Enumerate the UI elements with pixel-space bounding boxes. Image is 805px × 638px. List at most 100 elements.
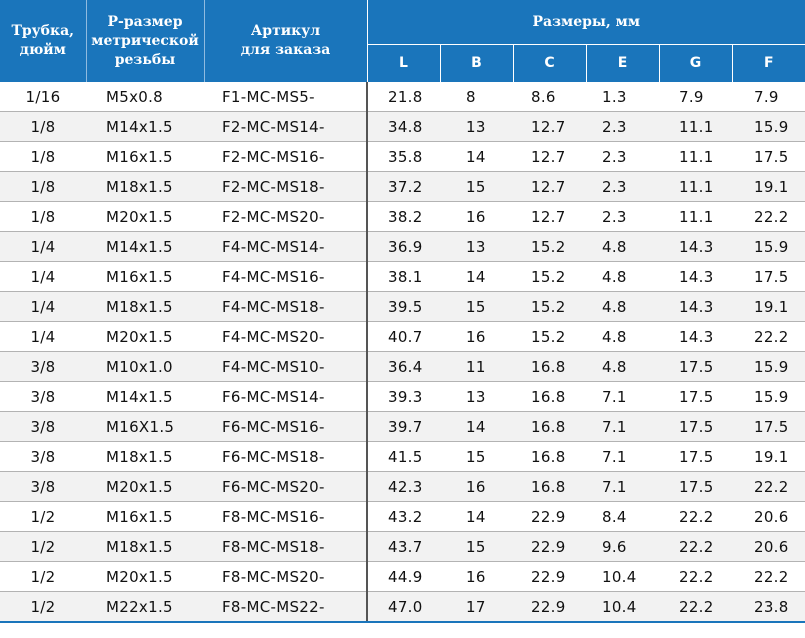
table-row: 1/8 M14x1.5 F2-MC-MS14- 34.8 13 12.7 2.3 11.1 15… xyxy=(0,111,805,142)
cell-dim-f: 19.1 xyxy=(732,171,805,202)
cell-dim-c: 22.9 xyxy=(513,501,586,532)
cell-dim-e: 4.8 xyxy=(586,231,659,262)
cell-dim-f: 17.5 xyxy=(732,141,805,172)
cell-dim-b: 8 xyxy=(440,82,513,112)
cell-dim-e: 1.3 xyxy=(586,82,659,112)
cell-thread: M16x1.5 xyxy=(86,141,204,172)
cell-dim-c: 16.8 xyxy=(513,411,586,442)
cell-dim-l: 35.8 xyxy=(366,141,440,172)
cell-thread: M14x1.5 xyxy=(86,111,204,142)
cell-dim-g: 14.3 xyxy=(659,321,732,352)
table-row: 3/8 M20x1.5 F6-MC-MS20- 42.3 16 16.8 7.1 17.5 22… xyxy=(0,471,805,502)
table-row: 1/2 M20x1.5 F8-MC-MS20- 44.9 16 22.9 10.4 22.2 2… xyxy=(0,561,805,592)
cell-dim-b: 14 xyxy=(440,141,513,172)
cell-article: F6-MC-MS16- xyxy=(204,411,367,442)
cell-dim-g: 14.3 xyxy=(659,261,732,292)
cell-tube: 1/4 xyxy=(0,231,86,262)
cell-dim-b: 16 xyxy=(440,321,513,352)
cell-dim-b: 13 xyxy=(440,111,513,142)
table-row: 1/8 M18x1.5 F2-MC-MS18- 37.2 15 12.7 2.3 11.1 19… xyxy=(0,171,805,202)
cell-dim-g: 7.9 xyxy=(659,82,732,112)
header-tube-line: дюйм xyxy=(19,42,66,58)
cell-thread: M22x1.5 xyxy=(86,591,204,623)
cell-dim-l: 43.2 xyxy=(366,501,440,532)
cell-dim-f: 20.6 xyxy=(732,501,805,532)
cell-dim-g: 22.2 xyxy=(659,531,732,562)
cell-dim-l: 41.5 xyxy=(366,441,440,472)
header-article: Артикул для заказа xyxy=(204,0,368,82)
header-dim-e: E xyxy=(586,44,660,82)
cell-dim-e: 10.4 xyxy=(586,561,659,592)
table-row: 1/4 M20x1.5 F4-MC-MS20- 40.7 16 15.2 4.8 14.3 22… xyxy=(0,321,805,352)
cell-dim-b: 16 xyxy=(440,471,513,502)
cell-dim-e: 8.4 xyxy=(586,501,659,532)
cell-dim-g: 11.1 xyxy=(659,111,732,142)
cell-dim-c: 15.2 xyxy=(513,231,586,262)
cell-dim-g: 22.2 xyxy=(659,591,732,623)
cell-dim-c: 22.9 xyxy=(513,561,586,592)
cell-dim-b: 15 xyxy=(440,441,513,472)
header-thread-line: метрической xyxy=(91,32,199,49)
cell-thread: M5x0.8 xyxy=(86,82,204,112)
cell-dim-g: 14.3 xyxy=(659,231,732,262)
cell-dim-l: 34.8 xyxy=(366,111,440,142)
cell-dim-f: 17.5 xyxy=(732,411,805,442)
cell-dim-b: 16 xyxy=(440,201,513,232)
header-thread: Р-размер метрической резьбы xyxy=(86,0,205,82)
cell-thread: M20x1.5 xyxy=(86,471,204,502)
header-dim-g: G xyxy=(659,44,733,82)
cell-dim-f: 7.9 xyxy=(732,82,805,112)
cell-thread: M10x1.0 xyxy=(86,351,204,382)
cell-dim-c: 15.2 xyxy=(513,321,586,352)
cell-dim-l: 39.7 xyxy=(366,411,440,442)
cell-dim-g: 11.1 xyxy=(659,201,732,232)
cell-dim-g: 11.1 xyxy=(659,141,732,172)
cell-article: F2-MC-MS20- xyxy=(204,201,367,232)
table-row: 3/8 M16X1.5 F6-MC-MS16- 39.7 14 16.8 7.1 17.5 17… xyxy=(0,411,805,442)
cell-dim-b: 15 xyxy=(440,531,513,562)
cell-tube: 1/4 xyxy=(0,321,86,352)
cell-dim-f: 20.6 xyxy=(732,531,805,562)
cell-dim-b: 15 xyxy=(440,291,513,322)
cell-article: F4-MC-MS20- xyxy=(204,321,367,352)
cell-tube: 3/8 xyxy=(0,411,86,442)
cell-dim-e: 4.8 xyxy=(586,291,659,322)
cell-tube: 1/8 xyxy=(0,141,86,172)
cell-dim-l: 39.3 xyxy=(366,381,440,412)
cell-dim-f: 19.1 xyxy=(732,441,805,472)
table-row: 1/8 M16x1.5 F2-MC-MS16- 35.8 14 12.7 2.3 11.1 17… xyxy=(0,141,805,172)
cell-dim-l: 36.9 xyxy=(366,231,440,262)
cell-dim-c: 16.8 xyxy=(513,351,586,382)
cell-dim-c: 22.9 xyxy=(513,531,586,562)
header-dim-f: F xyxy=(732,44,805,82)
cell-dim-f: 22.2 xyxy=(732,471,805,502)
cell-article: F4-MC-MS14- xyxy=(204,231,367,262)
cell-dim-c: 15.2 xyxy=(513,261,586,292)
cell-tube: 1/2 xyxy=(0,531,86,562)
cell-dim-g: 17.5 xyxy=(659,351,732,382)
cell-article: F6-MC-MS14- xyxy=(204,381,367,412)
cell-thread: M14x1.5 xyxy=(86,381,204,412)
table-row: 1/2 M16x1.5 F8-MC-MS16- 43.2 14 22.9 8.4 22.2 20… xyxy=(0,501,805,532)
cell-thread: M14x1.5 xyxy=(86,231,204,262)
cell-dim-e: 9.6 xyxy=(586,531,659,562)
cell-thread: M18x1.5 xyxy=(86,441,204,472)
header-dim-l: L xyxy=(367,44,441,82)
cell-dim-c: 8.6 xyxy=(513,82,586,112)
cell-dim-b: 14 xyxy=(440,261,513,292)
cell-dim-e: 7.1 xyxy=(586,441,659,472)
table-row: 3/8 M14x1.5 F6-MC-MS14- 39.3 13 16.8 7.1 17.5 15… xyxy=(0,381,805,412)
cell-thread: M18x1.5 xyxy=(86,291,204,322)
cell-tube: 3/8 xyxy=(0,441,86,472)
cell-dim-l: 39.5 xyxy=(366,291,440,322)
cell-dim-e: 4.8 xyxy=(586,261,659,292)
cell-dim-f: 22.2 xyxy=(732,321,805,352)
cell-dim-b: 11 xyxy=(440,351,513,382)
header-thread-line: резьбы xyxy=(114,51,176,68)
cell-dim-e: 10.4 xyxy=(586,591,659,623)
table-row: 3/8 M18x1.5 F6-MC-MS18- 41.5 15 16.8 7.1 17.5 19… xyxy=(0,441,805,472)
cell-article: F8-MC-MS18- xyxy=(204,531,367,562)
cell-tube: 1/2 xyxy=(0,501,86,532)
header-article-line: для заказа xyxy=(240,42,331,58)
cell-dim-c: 22.9 xyxy=(513,591,586,623)
